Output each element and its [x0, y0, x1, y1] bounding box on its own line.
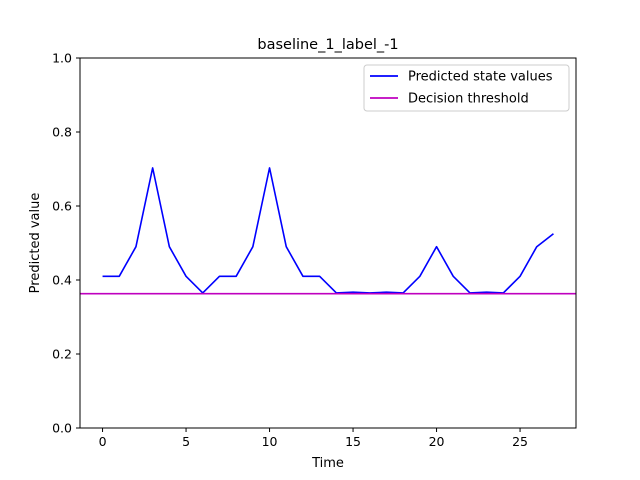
y-tick-label: 0.4 — [52, 273, 72, 288]
series-line-predicted-state-values — [102, 167, 554, 294]
x-tick-label: 0 — [99, 434, 107, 449]
x-tick-label: 10 — [262, 434, 278, 449]
x-axis-ticks: 0 5 10 15 20 25 — [99, 428, 528, 449]
legend-label-predicted: Predicted state values — [408, 70, 553, 85]
y-tick-label: 0.6 — [52, 199, 72, 214]
x-tick-label: 25 — [512, 434, 528, 449]
legend: Predicted state values Decision threshol… — [363, 64, 570, 112]
y-tick-label: 1.0 — [52, 51, 72, 66]
y-axis-label: Predicted value — [28, 193, 43, 294]
plot-lines — [80, 167, 576, 295]
legend-label-threshold: Decision threshold — [408, 92, 529, 107]
y-tick-label: 0.0 — [52, 421, 72, 436]
x-tick-label: 5 — [182, 434, 190, 449]
y-axis-ticks: 0.0 0.2 0.4 0.6 0.8 1.0 — [52, 51, 80, 436]
legend-box — [363, 64, 570, 112]
y-tick-label: 0.8 — [52, 125, 72, 140]
y-tick-label: 0.2 — [52, 347, 72, 362]
chart-title: baseline_1_label_-1 — [257, 37, 398, 53]
x-tick-label: 20 — [429, 434, 445, 449]
x-tick-label: 15 — [345, 434, 361, 449]
x-axis-label: Time — [311, 456, 344, 471]
axes-frame — [79, 57, 577, 429]
